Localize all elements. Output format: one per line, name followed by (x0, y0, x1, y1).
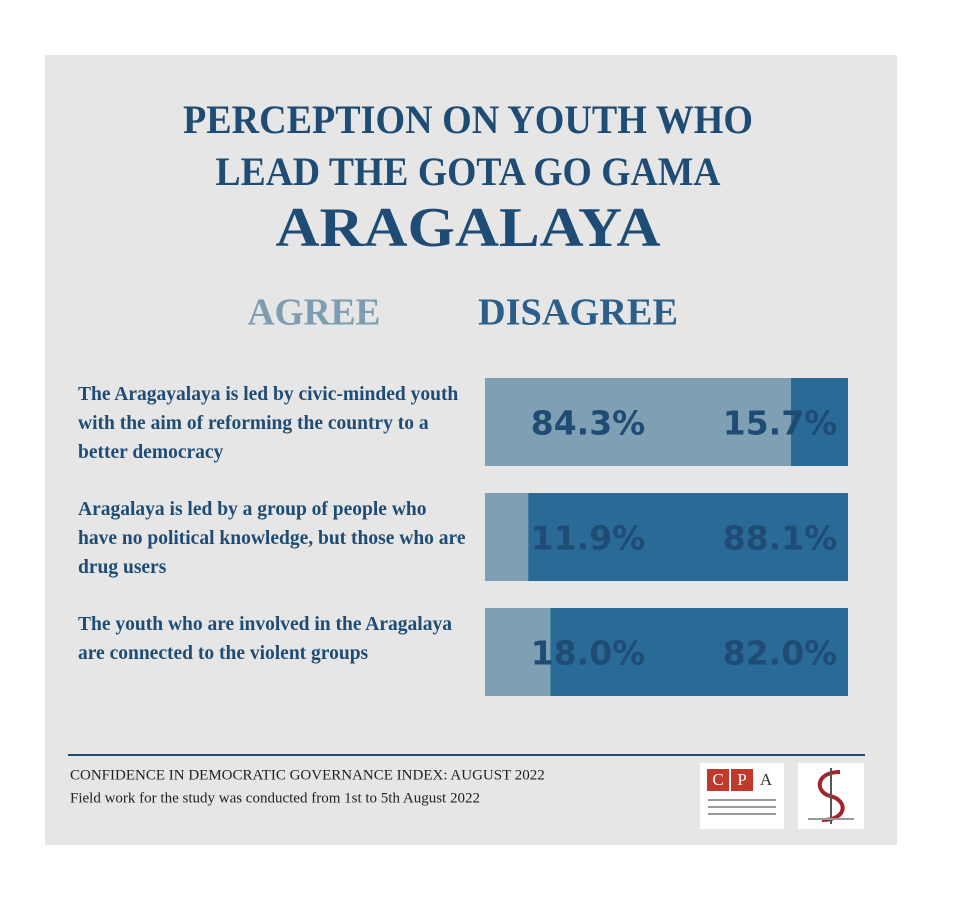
chart-title: PERCEPTION ON YOUTH WHO (183, 97, 753, 142)
category-label: The Aragayalaya is led by civic-minded y… (78, 384, 459, 463)
bar-segment (485, 493, 529, 581)
value-label: 84.3% (531, 404, 646, 443)
logo-fine-print (708, 799, 854, 820)
legend-entry: AGREE (248, 292, 381, 334)
legend-entry: DISAGREE (478, 292, 678, 334)
bar-segment (791, 378, 848, 466)
footer-text: CONFIDENCE IN DEMOCRATIC GOVERNANCE INDE… (70, 767, 545, 783)
logo-letter: P (737, 770, 746, 789)
value-label: 82.0% (723, 634, 838, 673)
value-label: 11.9% (531, 519, 646, 558)
chart-title: LEAD THE GOTA GO GAMA (216, 149, 721, 194)
category-label: Aragalaya is led by a group of people wh… (78, 499, 466, 578)
category-label: The youth who are involved in the Aragal… (78, 614, 452, 664)
logo-box (731, 769, 753, 791)
logo-box (707, 769, 729, 791)
value-label: 15.7% (723, 404, 838, 443)
value-label: 88.1% (723, 519, 838, 558)
bar-segment (485, 608, 551, 696)
logo-letter: A (760, 770, 773, 789)
chart-subtitle: ARAGALAYA (276, 197, 662, 259)
value-label: 18.0% (531, 634, 646, 673)
bar-segment (485, 378, 792, 466)
bar-segment (528, 493, 848, 581)
bar-segment (550, 608, 848, 696)
logo-letter: C (712, 770, 723, 789)
footer-text: Field work for the study was conducted f… (70, 790, 480, 806)
